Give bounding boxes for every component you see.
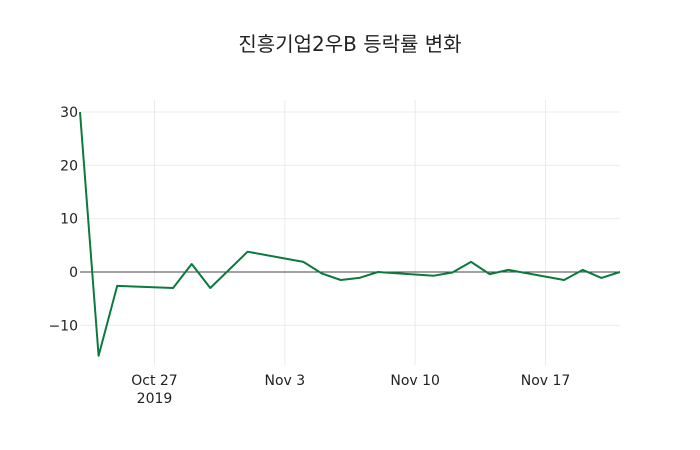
x-tick-year-label: 2019 — [137, 391, 173, 407]
x-tick-label: Nov 10 — [390, 373, 440, 389]
chart-title: 진흥기업2우B 등락률 변화 — [238, 32, 462, 56]
x-tick-label: Nov 3 — [264, 373, 305, 389]
y-tick-label: −10 — [48, 318, 78, 334]
y-tick-label: 0 — [69, 265, 78, 281]
x-tick-label: Oct 27 — [131, 373, 177, 389]
x-tick-label: Nov 17 — [521, 373, 571, 389]
series-line — [79, 111, 621, 357]
x-axis-ticks: Oct 27 2019 Nov 3 Nov 10 Nov 17 — [131, 373, 570, 407]
y-tick-label: 10 — [60, 212, 78, 228]
y-tick-label: 30 — [60, 105, 78, 121]
y-tick-label: 20 — [60, 158, 78, 174]
y-axis-ticks: −10 0 10 20 30 — [48, 105, 78, 334]
grid-lines — [80, 100, 620, 365]
